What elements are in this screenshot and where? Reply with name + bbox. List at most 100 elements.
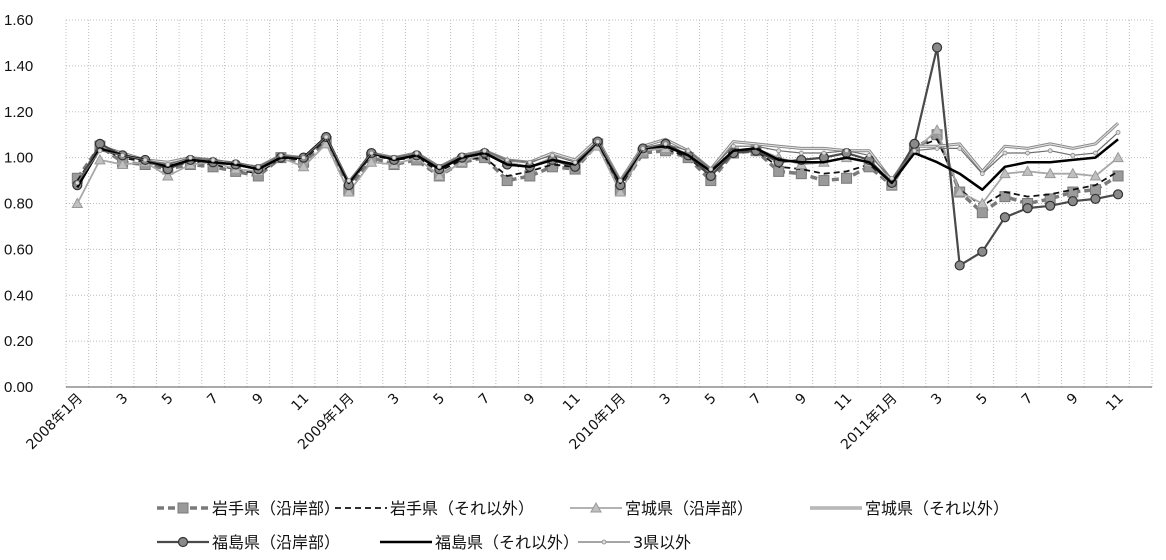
series-line [76, 46, 1119, 267]
data-point [685, 148, 691, 154]
data-point [74, 180, 80, 186]
x-tick-label: 9 [521, 391, 539, 409]
data-point [976, 207, 988, 219]
x-tick-label: 3 [385, 391, 403, 409]
x-tick-label: 11 [560, 391, 584, 415]
y-tick-label: 1.60 [4, 12, 33, 29]
x-tick-label: 9 [250, 391, 268, 409]
data-point [1002, 150, 1008, 156]
data-point [210, 157, 216, 163]
data-point [731, 143, 736, 149]
data-point [705, 170, 716, 182]
data-point [1090, 193, 1101, 205]
x-tick-label: 3 [928, 391, 946, 409]
data-point [323, 134, 329, 140]
data-point [482, 148, 487, 154]
y-tick-label: 1.00 [4, 150, 33, 167]
legend-item: 岩手県（それ以外） [335, 499, 534, 518]
data-point [572, 159, 578, 165]
data-point [71, 197, 84, 208]
data-point [1025, 150, 1030, 156]
data-point [414, 150, 420, 156]
grid [65, 19, 1153, 388]
data-point [663, 141, 668, 147]
x-tick-label: 5 [431, 391, 449, 409]
legend-item: 岩手県（沿岸部） [157, 499, 340, 518]
data-point [342, 186, 355, 197]
data-point [841, 172, 853, 184]
x-tick-label: 9 [1064, 391, 1082, 409]
data-point [753, 143, 759, 149]
data-point [934, 146, 940, 151]
data-point [1066, 167, 1079, 179]
data-point [1112, 189, 1124, 200]
legend-item: 福島県（それ以外） [380, 533, 579, 552]
data-point [889, 175, 895, 181]
data-point [120, 152, 125, 158]
data-point [909, 138, 920, 149]
data-point [97, 148, 103, 154]
data-point [1021, 165, 1034, 176]
y-tick-label: 0.00 [4, 379, 33, 396]
data-point [640, 146, 646, 151]
series-5 [72, 42, 1124, 271]
data-point [979, 171, 985, 177]
legend-item: 3県以外 [578, 533, 691, 552]
x-tick-label: 11 [831, 391, 855, 415]
data-point [776, 148, 782, 154]
data-point [301, 155, 306, 161]
data-point [931, 124, 943, 135]
data-point [798, 150, 804, 156]
y-tick-label: 0.60 [4, 241, 33, 258]
data-point [614, 186, 627, 197]
data-point [188, 155, 193, 161]
legend-marker [177, 536, 189, 548]
data-point [617, 178, 623, 183]
data-point [1115, 129, 1121, 135]
data-point [436, 164, 442, 170]
data-point [1093, 150, 1098, 156]
data-point [931, 42, 943, 53]
y-tick-label: 0.80 [4, 196, 33, 213]
legend-label: 福島県（沿岸部） [212, 533, 340, 552]
data-point [708, 166, 714, 172]
data-point [94, 153, 106, 165]
data-point [818, 175, 830, 187]
data-point [255, 164, 261, 170]
x-tick-label: 7 [1019, 391, 1037, 409]
x-tick-label: 11 [288, 391, 312, 415]
legend-item: 宮城県（沿岸部） [570, 499, 753, 518]
legend-label: 宮城県（沿岸部） [625, 499, 753, 518]
series-lines [71, 42, 1124, 271]
data-point [1047, 148, 1053, 154]
data-point [233, 159, 239, 165]
x-tick-label: 9 [793, 391, 811, 409]
x-tick-label: 11 [1103, 391, 1127, 415]
data-point [999, 167, 1011, 179]
data-point [1112, 170, 1124, 182]
data-point [1067, 196, 1078, 207]
legend-marker [601, 539, 607, 545]
data-point [999, 212, 1011, 223]
data-point [976, 197, 989, 208]
data-point [278, 152, 284, 158]
legend-item: 宮城県（それ以外） [810, 499, 1009, 518]
x-tick-label: 5 [159, 391, 177, 409]
x-tick-label: 3 [114, 391, 132, 409]
data-point [527, 159, 533, 165]
data-point [773, 165, 785, 177]
series-7 [74, 129, 1121, 186]
data-point [1070, 152, 1076, 158]
data-point [94, 138, 106, 149]
data-point [866, 152, 872, 158]
x-tick-label: 7 [747, 391, 765, 409]
legend-marker [177, 502, 189, 514]
legend: 岩手県（沿岸部） 岩手県（それ以外） 宮城県（沿岸部） 宮城県（それ以外） 福島県（沿岸… [157, 499, 1009, 552]
data-point [957, 146, 963, 151]
data-point [369, 150, 374, 156]
data-point [116, 158, 129, 170]
legend-label: 岩手県（それ以外） [390, 499, 534, 518]
legend-label: 宮城県（それ以外） [865, 499, 1009, 518]
x-tick-label: 7 [204, 391, 222, 409]
